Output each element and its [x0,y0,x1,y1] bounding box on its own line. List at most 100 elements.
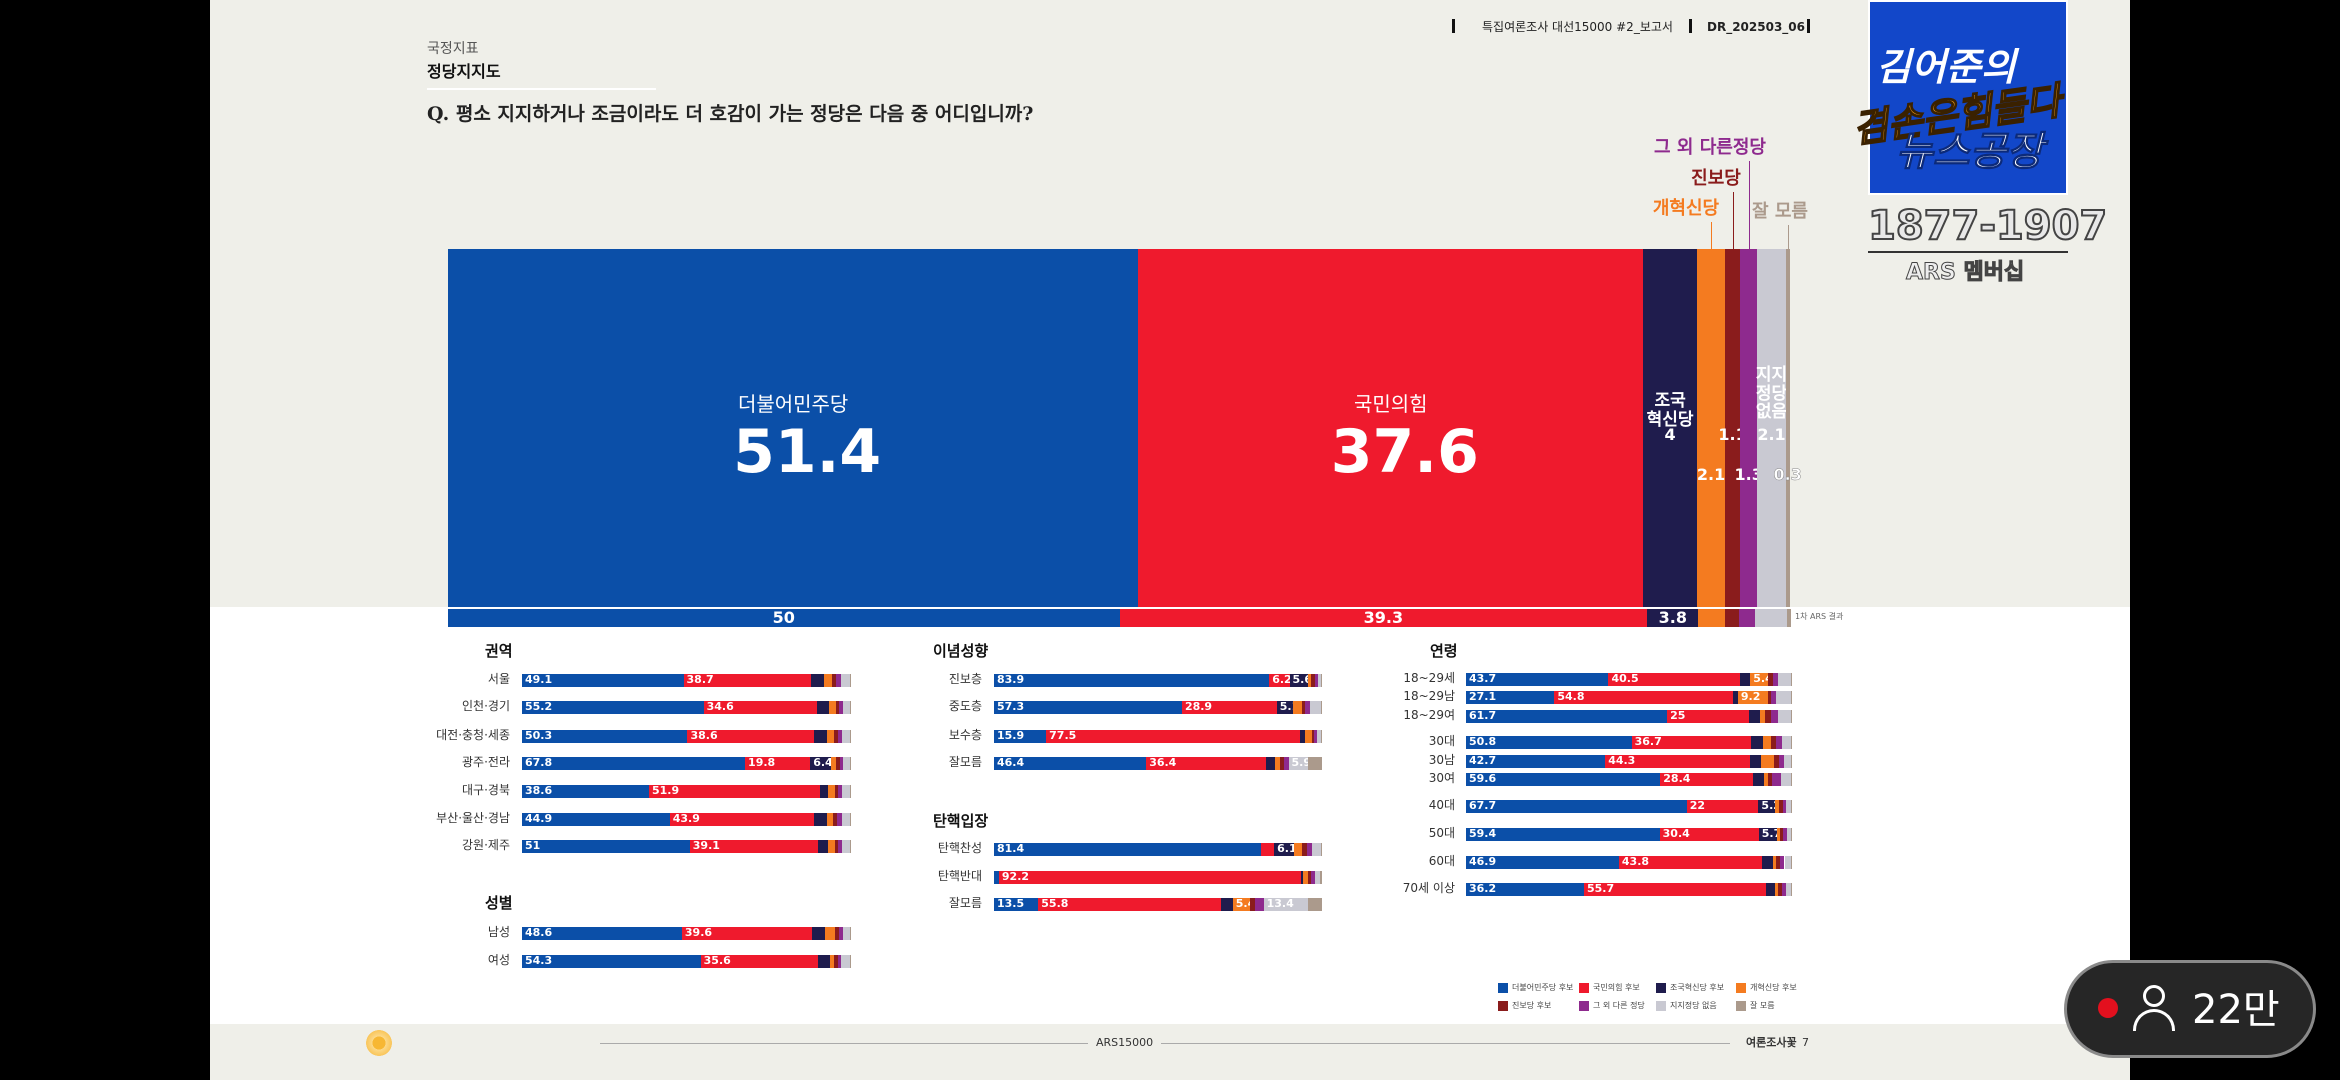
row-segment [998,870,1302,884]
row-value: 6.2 [1272,673,1292,686]
row-segment [648,784,820,798]
row-segment [522,954,701,968]
row-label: 여성 [487,953,510,967]
row-value: 5.9 [1291,756,1312,769]
row-value: 55.2 [525,700,553,713]
row-segment [1466,709,1668,723]
row-value: 39.1 [692,839,720,852]
row-value: 77.5 [1049,729,1077,742]
bar-segment [1643,249,1697,607]
row-segment [837,784,842,798]
legend-label: 그 외 다른 정당 [1593,1001,1645,1010]
row-segment [850,729,851,743]
row-label: 18~29남 [1403,689,1455,703]
row-segment [835,926,840,940]
row-label: 50대 [1428,826,1455,840]
bar-segment [1725,249,1740,607]
row-segment [1466,735,1632,749]
row-value: 36.7 [1634,735,1662,748]
logo-top: 김어준의 [1876,45,2016,89]
row-segment [1311,729,1315,743]
row-segment [850,954,851,968]
legend-swatch [1579,1001,1589,1011]
row-segment [994,897,1039,911]
row-segment [837,954,842,968]
row-segment [1307,756,1322,770]
row-segment [1466,855,1619,869]
row-segment [836,673,842,687]
legend-label: 진보당 후보 [1512,1001,1552,1010]
row-segment [994,870,999,884]
row-segment [1317,729,1321,743]
live-dot [2098,998,2118,1018]
row-value: 55.7 [1587,882,1615,895]
row-segment [745,756,811,770]
row-segment [994,842,1261,856]
divider [1807,19,1810,33]
legend-swatch [1656,983,1666,993]
row-segment [1783,827,1788,841]
row-segment [689,839,819,853]
row-label: 60대 [1428,854,1455,868]
sun-logo [366,1030,392,1056]
row-value: 50.8 [1469,735,1497,748]
row-segment [1307,897,1322,911]
row-segment [1771,709,1778,723]
row-segment [840,756,844,770]
row-segment [838,839,843,853]
row-segment [814,812,827,826]
row-segment [1293,700,1302,714]
logo-rule [1868,251,2068,253]
row-label: 보수층 [948,728,982,742]
legend-swatch [1736,983,1746,993]
row-segment [1777,709,1791,723]
row-segment [994,729,1047,743]
row-segment [1761,855,1774,869]
row-segment [1762,735,1771,749]
divider [1452,19,1455,33]
footer-band [210,1024,2130,1080]
row-segment [1749,754,1762,768]
row-value: 67.7 [1469,799,1497,812]
row-segment [1791,772,1792,786]
group-title: 탄핵입장 [933,812,989,830]
row-segment [1758,827,1778,841]
row-segment [814,729,827,743]
row-segment [850,784,851,798]
row-segment [1785,882,1791,896]
row-segment [1764,772,1768,786]
row-segment [843,756,850,770]
row-segment [1146,756,1266,770]
row-segment [812,926,826,940]
row-segment [1775,735,1783,749]
row-segment [1777,882,1782,896]
leader-line [1732,192,1734,249]
value-label: 2.1 [1696,465,1726,484]
row-value: 6.4 [813,756,833,769]
row-segment [817,954,831,968]
row-label: 부산·울산·경남 [436,811,510,825]
row-segment [1791,735,1792,749]
prev-segment [1647,609,1699,627]
viewer-pill[interactable] [2064,960,2316,1058]
row-value: 51.9 [651,784,680,797]
row-value: 54.8 [1557,690,1585,703]
row-segment [1773,855,1777,869]
row-segment [837,812,842,826]
row-segment [994,700,1182,714]
legend-label: 개혁신당 후보 [1750,983,1797,992]
row-segment [835,700,839,714]
row-segment [1772,672,1778,686]
row-segment [1584,882,1766,896]
row-segment [1311,673,1316,687]
bar-segment [1138,249,1644,607]
row-segment [1466,672,1609,686]
report-name: 특집여론조사 대선15000 #2_보고서 [1482,20,1673,34]
group-title: 성별 [485,894,513,912]
row-value: 38.6 [690,729,718,742]
row-segment [669,812,815,826]
row-value: 13.4 [1266,897,1294,910]
row-segment [1784,855,1792,869]
row-label: 40대 [1428,798,1455,812]
row-segment [1605,754,1750,768]
